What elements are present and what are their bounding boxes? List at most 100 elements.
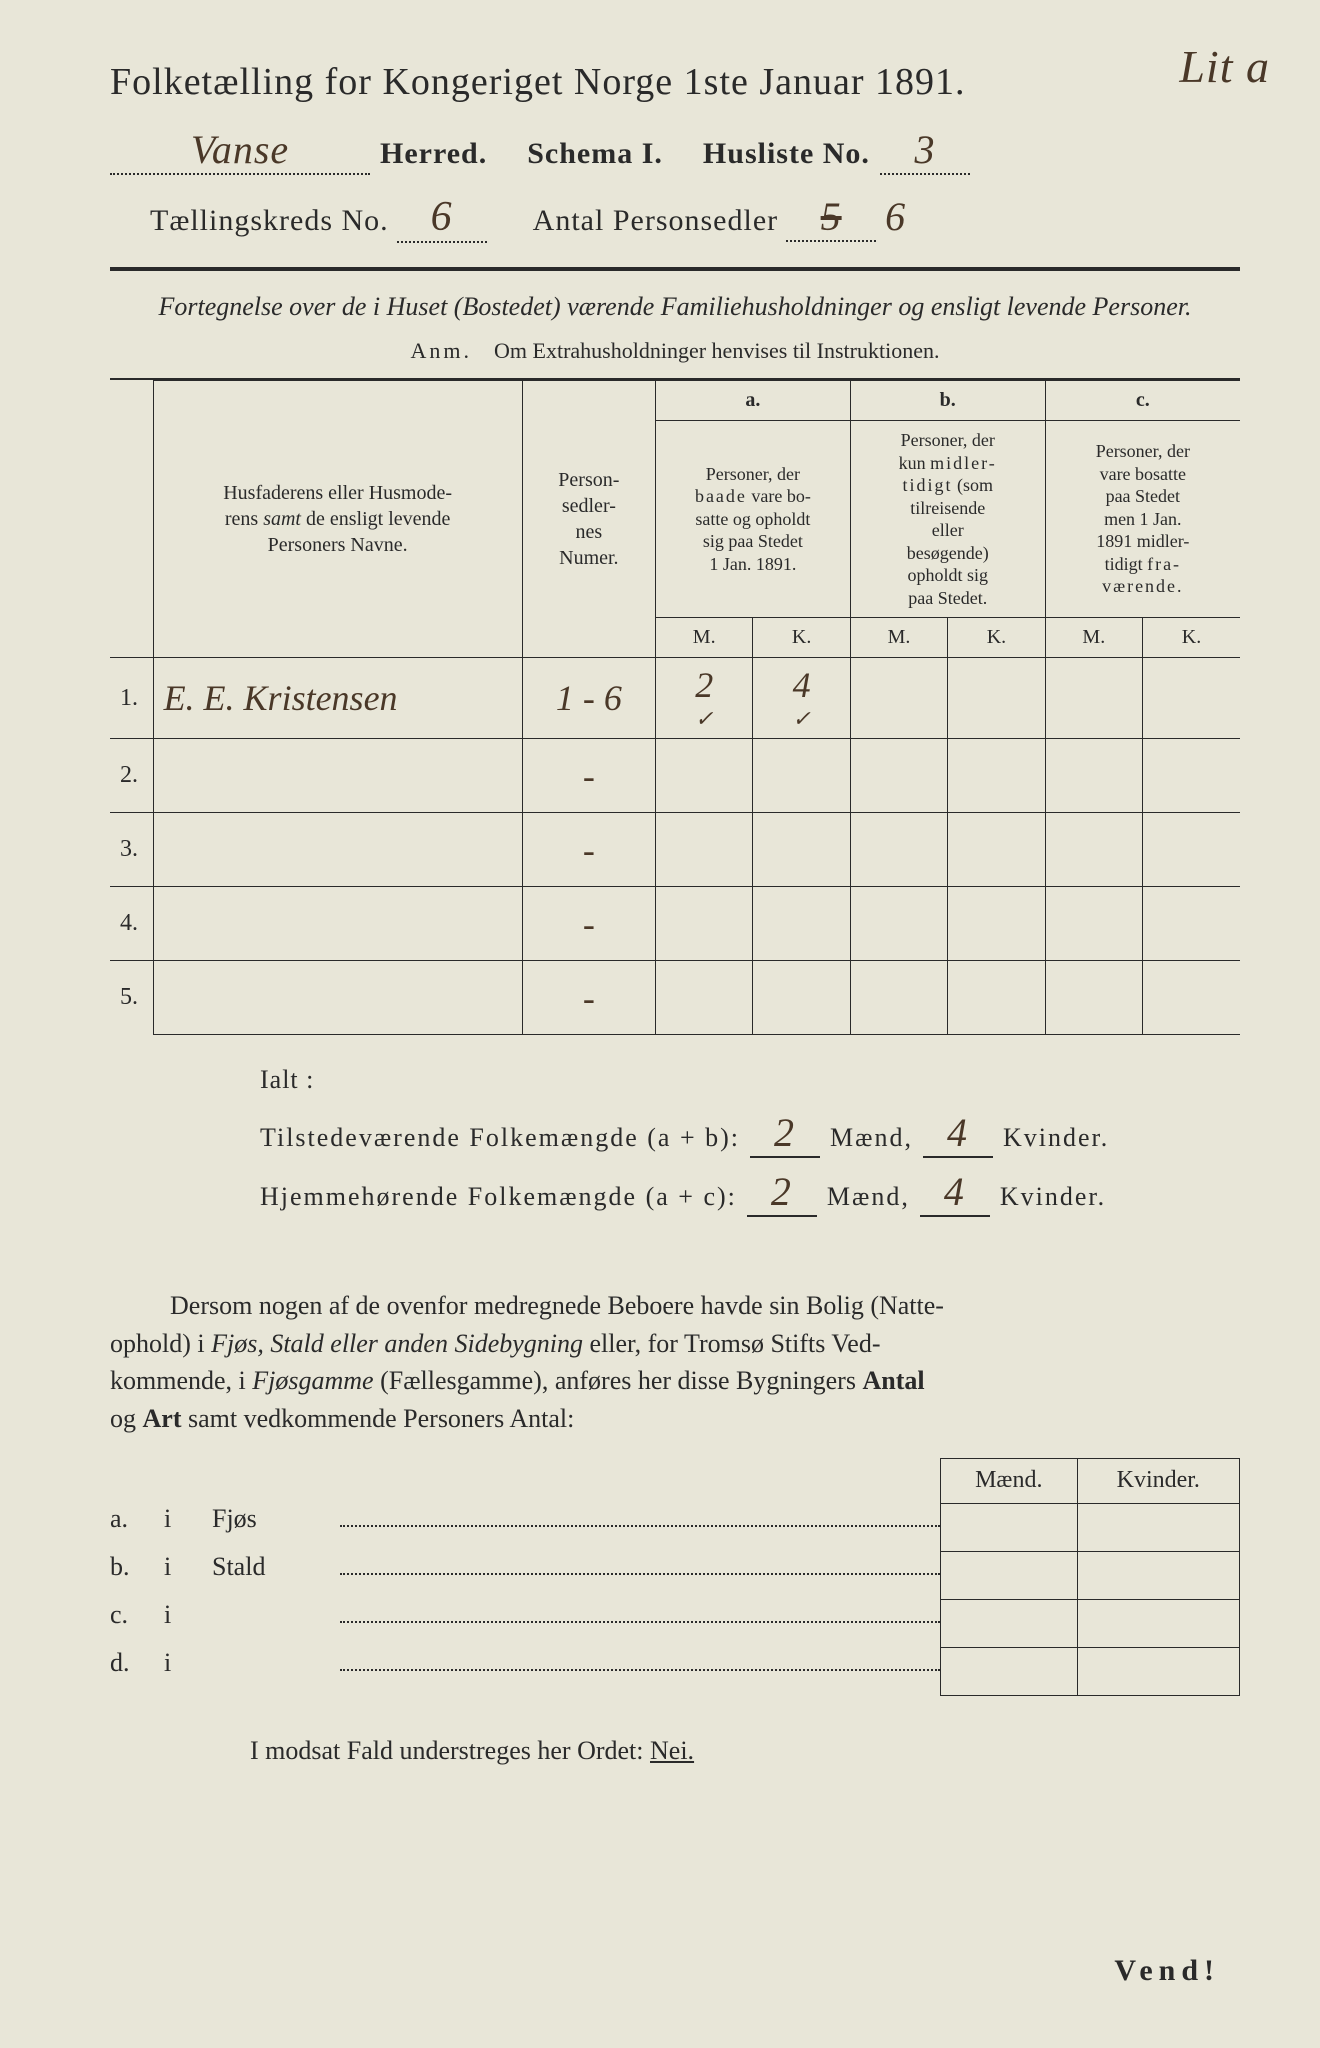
row-pers: - [522, 887, 655, 961]
husliste-label: Husliste No. [703, 137, 870, 171]
header-line-2: Vanse Herred. Schema I. Husliste No. 3 [110, 126, 1240, 175]
ialt-a-label: Tilstedeværende Folkemængde (a + b): [260, 1123, 740, 1153]
bld-a-m [941, 1503, 1078, 1551]
row-a-k [753, 887, 850, 961]
row-b-k [948, 813, 1045, 887]
th-b-k: K. [948, 618, 1045, 658]
buildings-list: a.iFjøsb.iStaldc.id.i [110, 1458, 940, 1696]
row-num: 3. [110, 813, 153, 887]
table-row: 2.- [110, 739, 1240, 813]
row-a-m [656, 813, 753, 887]
ialt-block: Ialt : Tilstedeværende Folkemængde (a + … [110, 1065, 1240, 1217]
bld-i: i [164, 1552, 194, 1582]
sedler-value: 5 6 [786, 193, 876, 242]
bld-lbl: b. [110, 1552, 146, 1582]
bld-d-m [941, 1647, 1078, 1695]
row-b-m [850, 961, 947, 1035]
row-b-m [850, 887, 947, 961]
row-c-m [1045, 961, 1142, 1035]
row-name [153, 813, 522, 887]
th-name: Husfaderens eller Husmode-rens samt de e… [153, 381, 522, 658]
building-row: b. i Stald [110, 1552, 940, 1582]
buildings-block: a.iFjøsb.iStaldc.id.i Mænd. Kvinder. [110, 1458, 1240, 1696]
anm-line: Anm. Om Extrahusholdninger henvises til … [110, 338, 1240, 364]
row-num: 1. [110, 658, 153, 739]
row-a-m [656, 739, 753, 813]
sedler-label: Antal Personsedler [533, 204, 778, 238]
row-c-k [1143, 961, 1240, 1035]
ialt-b-label: Hjemmehørende Folkemængde (a + c): [260, 1182, 737, 1212]
th-a-k: K. [753, 618, 850, 658]
row-pers: - [522, 813, 655, 887]
row-b-m [850, 658, 947, 739]
th-a-m: M. [656, 618, 753, 658]
row-a-k: 4✓ [753, 658, 850, 739]
page-title: Folketælling for Kongeriget Norge 1ste J… [110, 60, 1240, 104]
herred-value: Vanse [110, 126, 370, 175]
bld-dots [340, 1621, 940, 1623]
vend-label: Vend! [1114, 1954, 1220, 1988]
bld-dots [340, 1669, 940, 1671]
bld-lbl: d. [110, 1648, 146, 1678]
ialt-b-k: 4 [920, 1168, 990, 1217]
ialt-resident: Hjemmehørende Folkemængde (a + c): 2 Mæn… [260, 1168, 1240, 1217]
census-form-page: Folketælling for Kongeriget Norge 1ste J… [110, 60, 1240, 2008]
row-pers: - [522, 739, 655, 813]
annotation-lit-a: Lit a [1179, 40, 1270, 93]
bld-type: Fjøs [212, 1504, 322, 1534]
herred-label: Herred. [380, 137, 487, 171]
husliste-value: 3 [880, 126, 970, 175]
th-c-m: M. [1045, 618, 1142, 658]
ialt-maend-1: Mænd, [830, 1123, 913, 1153]
bld-i: i [164, 1648, 194, 1678]
table-row: 3. - [110, 813, 1240, 887]
row-pers: 1 - 6 [522, 658, 655, 739]
ialt-present: Tilstedeværende Folkemængde (a + b): 2 M… [260, 1109, 1240, 1158]
row-a-k [753, 739, 850, 813]
bld-i: i [164, 1600, 194, 1630]
row-b-k [948, 658, 1045, 739]
bld-c-k [1077, 1599, 1239, 1647]
row-c-k [1143, 813, 1240, 887]
th-blank [110, 381, 153, 658]
th-b: b. [850, 381, 1045, 421]
bld-type: Stald [212, 1552, 322, 1582]
ialt-kvinder-1: Kvinder. [1003, 1123, 1109, 1153]
bld-lbl: a. [110, 1504, 146, 1534]
subtitle: Fortegnelse over de i Huset (Bostedet) v… [110, 289, 1240, 324]
row-name [153, 739, 522, 813]
row-name [153, 887, 522, 961]
kreds-label: Tællingskreds No. [150, 204, 389, 238]
row-num: 4. [110, 887, 153, 961]
ialt-a-k: 4 [923, 1109, 993, 1158]
kreds-value: 6 [397, 193, 487, 243]
modsat-nei: Nei. [650, 1736, 694, 1765]
row-name: E. E. Kristensen [153, 658, 522, 739]
building-row: c. i [110, 1600, 940, 1630]
bld-b-m [941, 1551, 1078, 1599]
bld-dots [340, 1525, 940, 1527]
row-b-k [948, 739, 1045, 813]
sedler-crossed: 5 [821, 194, 842, 239]
bld-d-k [1077, 1647, 1239, 1695]
row-c-k [1143, 658, 1240, 739]
bld-a-k [1077, 1503, 1239, 1551]
table-row: 1.E. E. Kristensen1 - 62✓4✓ [110, 658, 1240, 739]
row-a-m [656, 887, 753, 961]
th-c: c. [1045, 381, 1240, 421]
row-c-m [1045, 887, 1142, 961]
bld-lbl: c. [110, 1600, 146, 1630]
row-b-k [948, 887, 1045, 961]
row-c-m [1045, 739, 1142, 813]
sedler-corrected: 6 [885, 193, 906, 240]
bld-c-m [941, 1599, 1078, 1647]
ialt-a-m: 2 [750, 1109, 820, 1158]
header-line-3: Tællingskreds No. 6 Antal Personsedler 5… [110, 193, 1240, 243]
buildings-mk-table: Mænd. Kvinder. [940, 1458, 1240, 1696]
bld-th-m: Mænd. [941, 1458, 1078, 1503]
row-a-k [753, 961, 850, 1035]
th-c-text: Personer, dervare bosattepaa Stedetmen 1… [1045, 421, 1240, 618]
anm-prefix: Anm. [411, 338, 473, 363]
row-c-k [1143, 887, 1240, 961]
building-row: d. i [110, 1648, 940, 1678]
